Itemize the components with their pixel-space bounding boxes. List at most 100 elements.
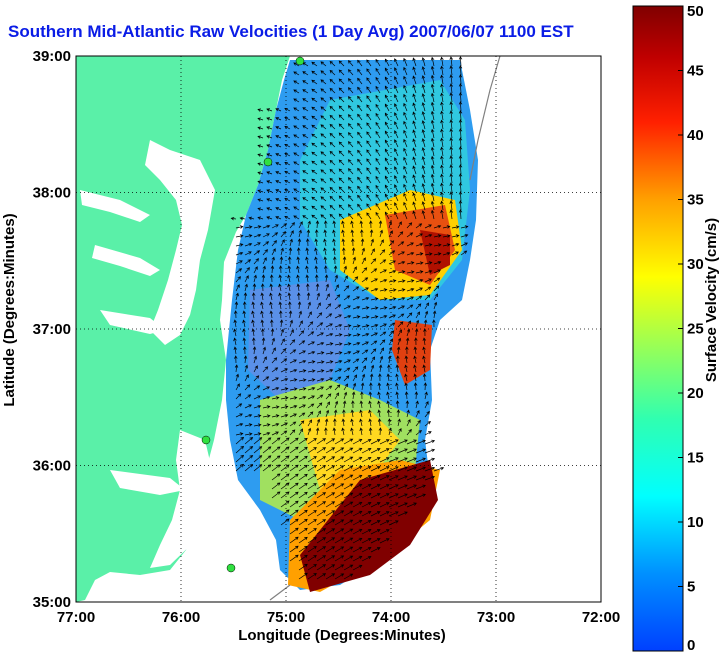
velocity-arrow — [350, 427, 354, 436]
velocity-arrow — [253, 355, 258, 364]
velocity-arrow — [361, 315, 370, 319]
velocity-arrow — [412, 129, 417, 139]
velocity-arrow — [289, 319, 294, 328]
velocity-arrow — [397, 260, 406, 265]
velocity-arrow — [421, 147, 426, 157]
velocity-arrow — [375, 76, 381, 85]
velocity-arrow — [350, 409, 355, 418]
velocity-arrow — [352, 305, 361, 310]
velocity-arrow — [343, 285, 350, 292]
velocity-arrow — [307, 456, 317, 463]
velocity-arrow — [403, 120, 408, 130]
velocity-arrow — [366, 104, 372, 112]
velocity-arrow — [334, 294, 341, 301]
velocity-arrow — [289, 413, 297, 418]
velocity-arrow — [262, 423, 271, 427]
velocity-arrow — [307, 350, 316, 355]
velocity-arrow — [334, 400, 339, 409]
velocity-arrow — [370, 484, 381, 490]
station-marker-4 — [226, 563, 236, 573]
velocity-arrow — [406, 419, 411, 427]
velocity-arrow — [271, 357, 278, 364]
velocity-arrow — [334, 474, 345, 481]
velocity-arrow — [257, 135, 264, 139]
velocity-arrow — [379, 439, 390, 445]
velocity-arrow — [325, 564, 336, 571]
velocity-arrow — [280, 387, 289, 391]
velocity-arrow — [311, 79, 318, 85]
velocity-arrow — [413, 364, 417, 373]
velocity-arrow — [412, 75, 417, 85]
velocity-arrow — [449, 146, 453, 157]
velocity-arrow — [343, 555, 354, 562]
velocity-arrow — [315, 274, 319, 283]
velocity-arrow — [271, 248, 276, 256]
velocity-arrow — [361, 555, 372, 562]
velocity-arrow — [244, 234, 253, 238]
velocity-arrow — [357, 203, 363, 211]
velocity-arrow — [280, 405, 289, 409]
velocity-arrow — [379, 278, 388, 283]
velocity-arrow — [433, 293, 438, 301]
velocity-arrow — [403, 183, 408, 193]
velocity-arrow — [375, 184, 381, 193]
velocity-arrow — [314, 247, 318, 256]
velocity-arrow — [424, 294, 431, 301]
velocity-arrow — [347, 69, 354, 76]
velocity-arrow — [311, 124, 318, 130]
velocity-arrow — [314, 229, 319, 238]
colorbar-label: Surface Velocity (cm/s) — [703, 218, 720, 382]
velocity-arrow — [422, 364, 426, 373]
velocity-arrow — [293, 161, 300, 166]
velocity-arrow — [320, 133, 327, 139]
velocity-arrow — [307, 537, 317, 544]
velocity-arrow — [289, 509, 299, 517]
velocity-arrow — [275, 171, 282, 175]
velocity-arrow — [403, 66, 408, 76]
velocity-arrow — [406, 279, 415, 283]
velocity-arrow — [366, 59, 372, 67]
velocity-arrow — [415, 233, 423, 238]
velocity-arrow — [334, 483, 345, 490]
velocity-arrow — [302, 116, 309, 121]
velocity-arrow — [329, 96, 336, 103]
velocity-arrow — [421, 75, 426, 85]
velocity-arrow — [397, 428, 402, 436]
x-tick-label: 76:00 — [162, 609, 200, 626]
velocity-arrow — [341, 238, 345, 247]
velocity-arrow — [412, 138, 417, 148]
velocity-arrow — [271, 224, 279, 229]
velocity-arrow — [329, 159, 336, 166]
velocity-arrow — [357, 122, 363, 130]
velocity-arrow — [347, 105, 354, 112]
velocity-arrow — [334, 314, 342, 319]
velocity-arrow — [403, 75, 408, 85]
velocity-arrow — [370, 306, 379, 310]
velocity-arrow — [412, 84, 417, 94]
velocity-arrow — [395, 373, 399, 382]
velocity-arrow — [449, 65, 453, 76]
velocity-arrow — [271, 422, 280, 427]
velocity-arrow — [343, 375, 350, 382]
velocity-arrow — [430, 65, 435, 76]
velocity-arrow — [440, 209, 444, 220]
velocity-arrow — [397, 279, 406, 283]
velocity-arrow — [433, 285, 440, 292]
velocity-arrow — [343, 391, 348, 400]
velocity-arrow — [375, 148, 381, 157]
velocity-arrow — [430, 110, 435, 121]
velocity-arrow — [244, 251, 252, 256]
velocity-arrow — [370, 268, 378, 274]
velocity-arrow — [350, 229, 354, 238]
velocity-arrow — [253, 225, 262, 229]
velocity-arrow — [394, 148, 399, 157]
velocity-arrow — [370, 364, 375, 373]
velocity-arrow — [394, 139, 399, 148]
velocity-arrow — [244, 384, 251, 391]
velocity-arrow — [370, 502, 381, 508]
velocity-arrow — [384, 175, 390, 184]
velocity-arrow — [370, 287, 379, 292]
velocity-arrow — [384, 193, 390, 202]
velocity-arrow — [280, 239, 285, 247]
